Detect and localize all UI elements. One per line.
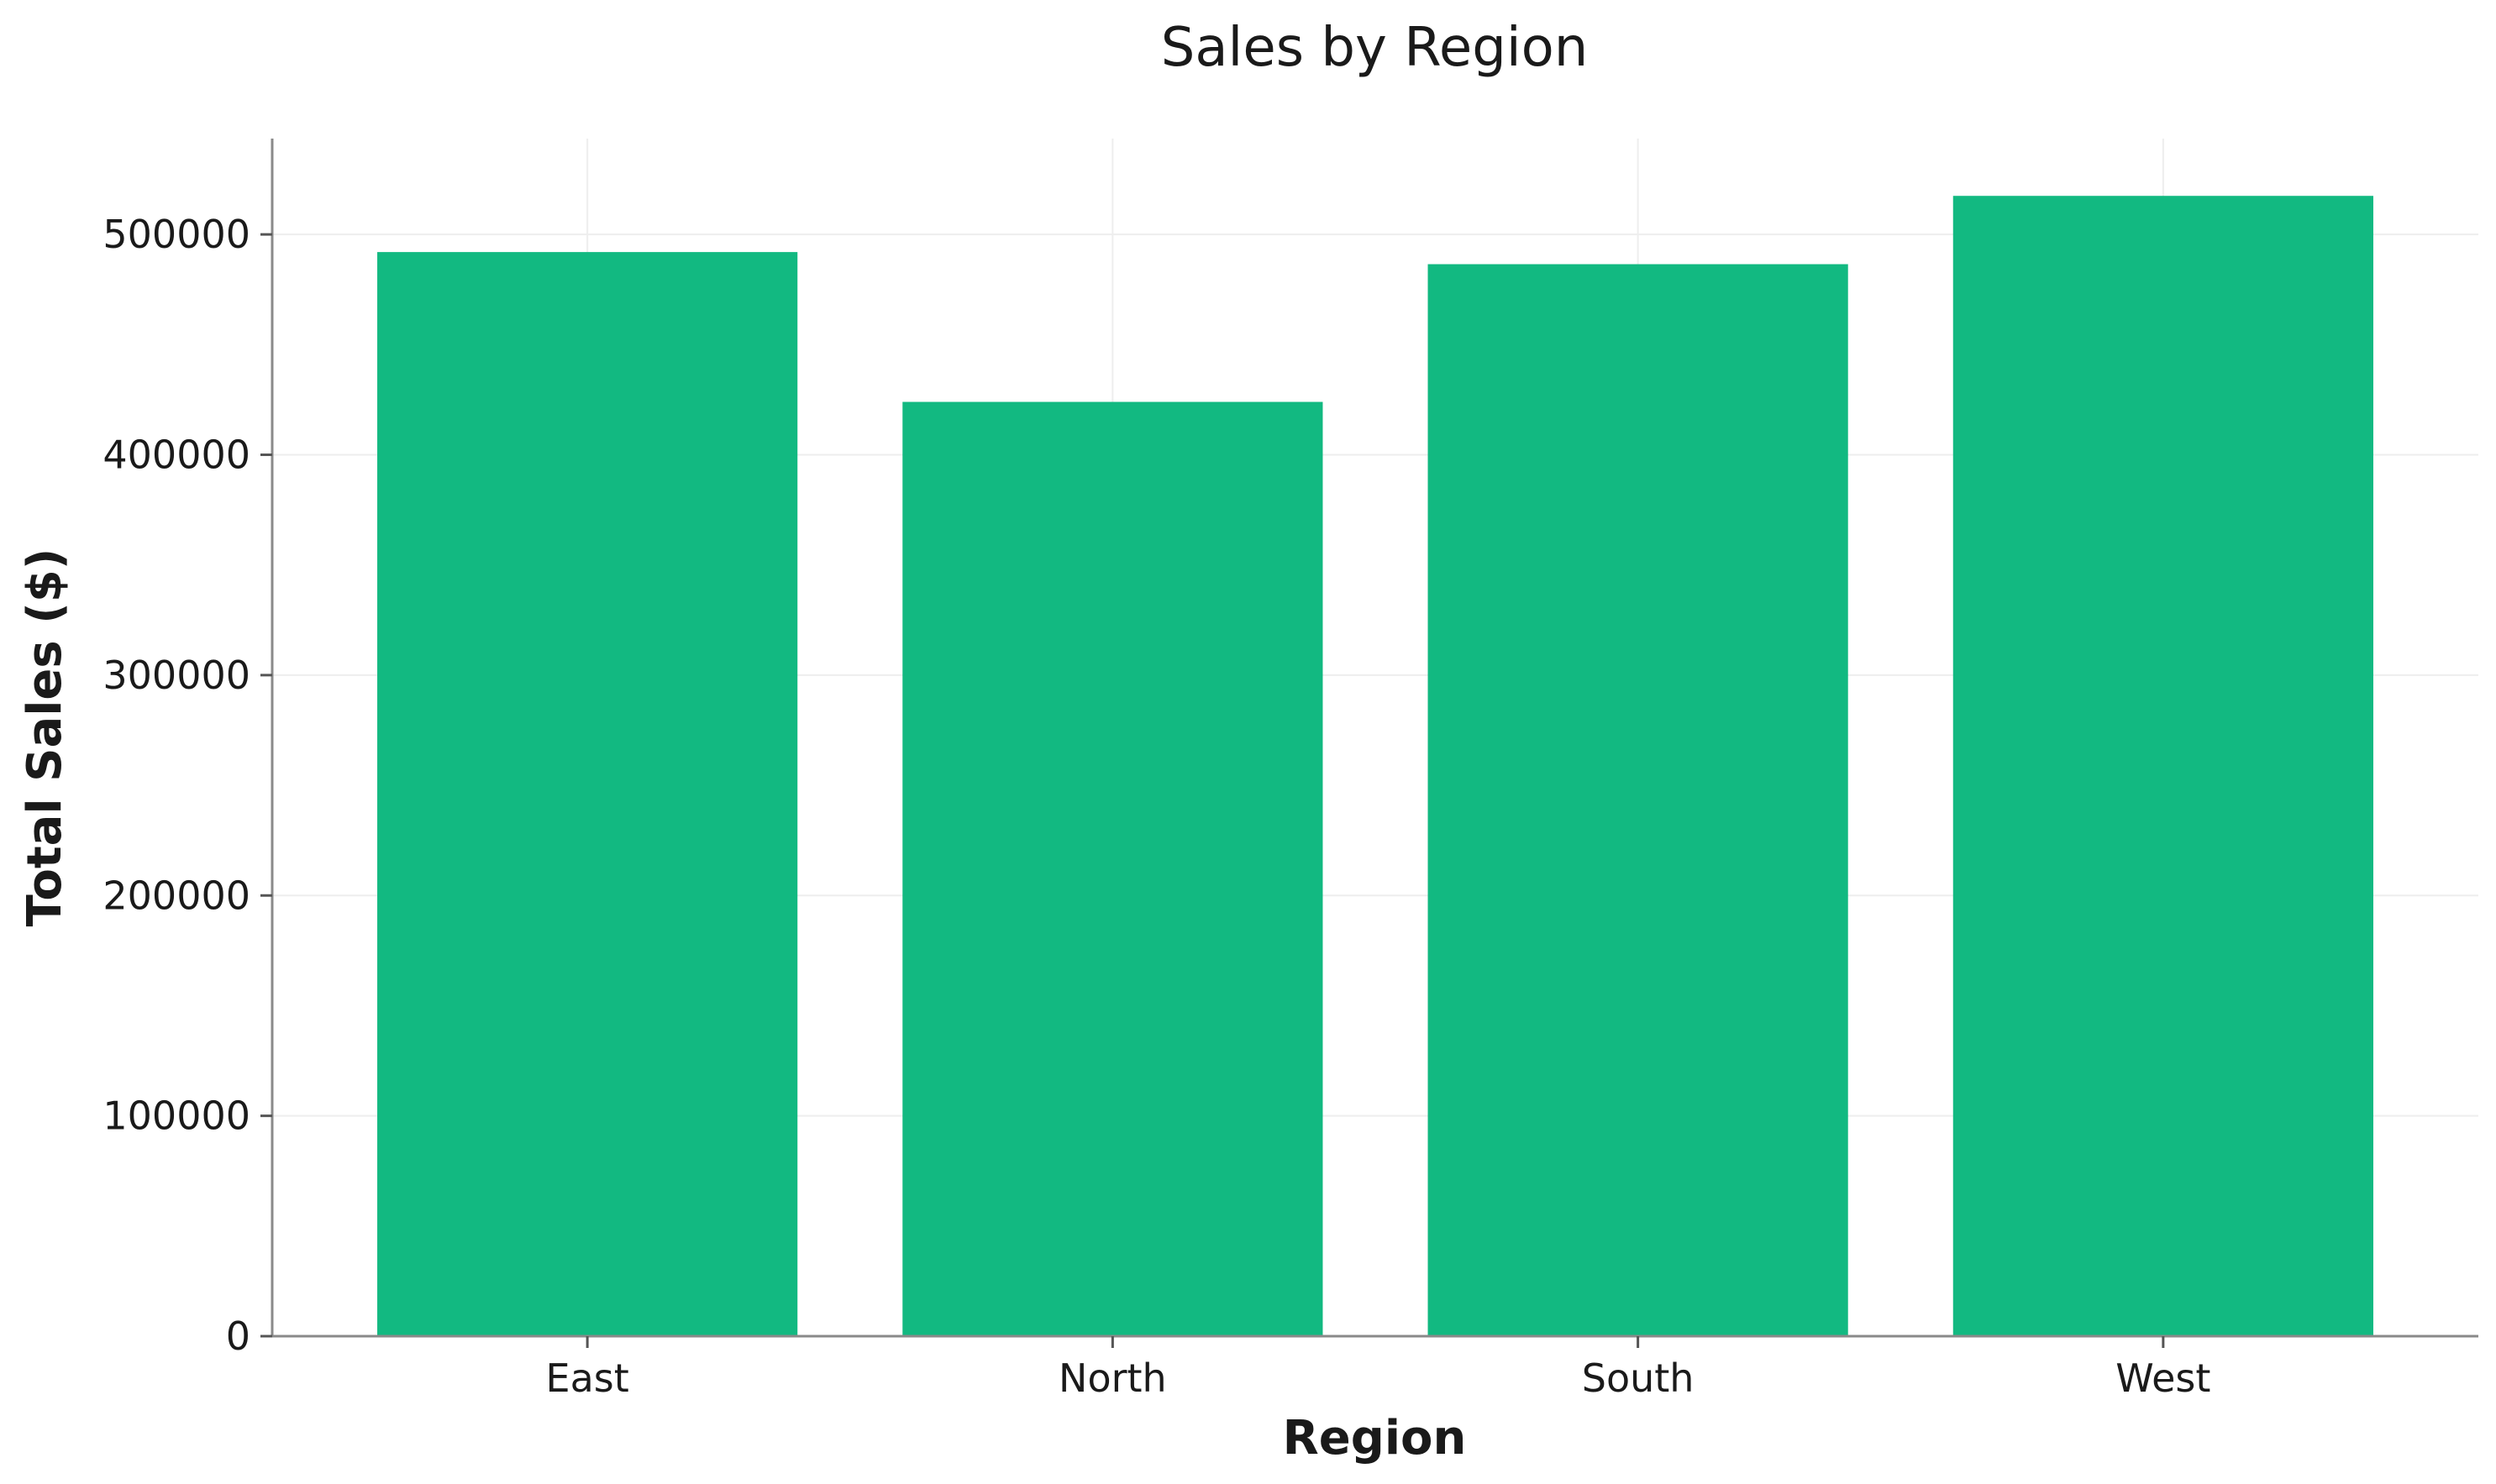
x-tick-label: West: [2115, 1356, 2210, 1401]
chart-title: Sales by Region: [1161, 17, 1589, 79]
y-tick-label: 300000: [102, 653, 250, 698]
y-tick-label: 0: [226, 1314, 250, 1359]
y-tick-label: 100000: [102, 1093, 250, 1139]
bar: [1952, 196, 2373, 1336]
y-tick-label: 400000: [102, 433, 250, 478]
x-tick-label: East: [546, 1356, 629, 1401]
y-ticks: 0 100000 200000 300000 400000 500000: [102, 212, 272, 1359]
bars: [377, 196, 2373, 1337]
x-ticks: East North South West: [546, 1336, 2210, 1401]
y-axis-label: Total Sales ($): [18, 548, 72, 927]
bar: [1427, 264, 1848, 1337]
x-tick-label: North: [1059, 1356, 1167, 1401]
axes: [271, 139, 2478, 1338]
x-axis-label: Region: [1283, 1411, 1467, 1466]
y-tick-label: 200000: [102, 873, 250, 918]
y-tick-label: 500000: [102, 212, 250, 257]
bar: [902, 401, 1323, 1336]
x-tick-label: South: [1582, 1356, 1695, 1401]
bar: [377, 252, 798, 1337]
